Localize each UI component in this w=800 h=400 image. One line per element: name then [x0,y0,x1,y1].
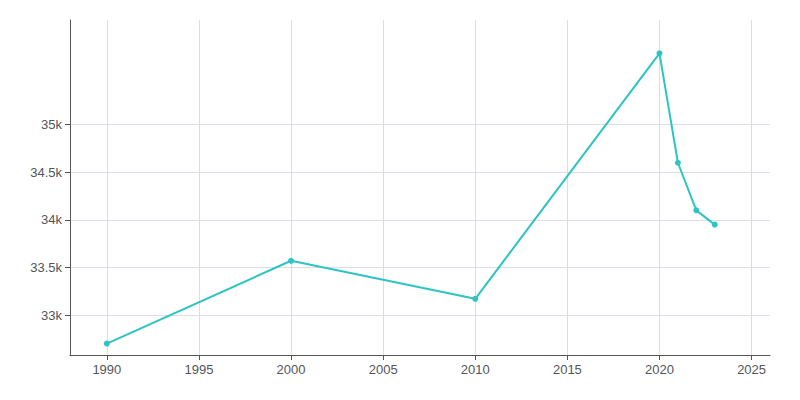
svg-text:2000: 2000 [277,362,306,377]
svg-text:1995: 1995 [184,362,213,377]
svg-text:35k: 35k [41,117,62,132]
svg-text:2010: 2010 [461,362,490,377]
svg-text:2005: 2005 [369,362,398,377]
svg-text:34.5k: 34.5k [30,165,62,180]
svg-text:2020: 2020 [645,362,674,377]
svg-text:2015: 2015 [553,362,582,377]
svg-text:2025: 2025 [737,362,766,377]
svg-text:33k: 33k [41,308,62,323]
svg-text:33.5k: 33.5k [30,260,62,275]
svg-text:34k: 34k [41,212,62,227]
svg-text:1990: 1990 [92,362,121,377]
